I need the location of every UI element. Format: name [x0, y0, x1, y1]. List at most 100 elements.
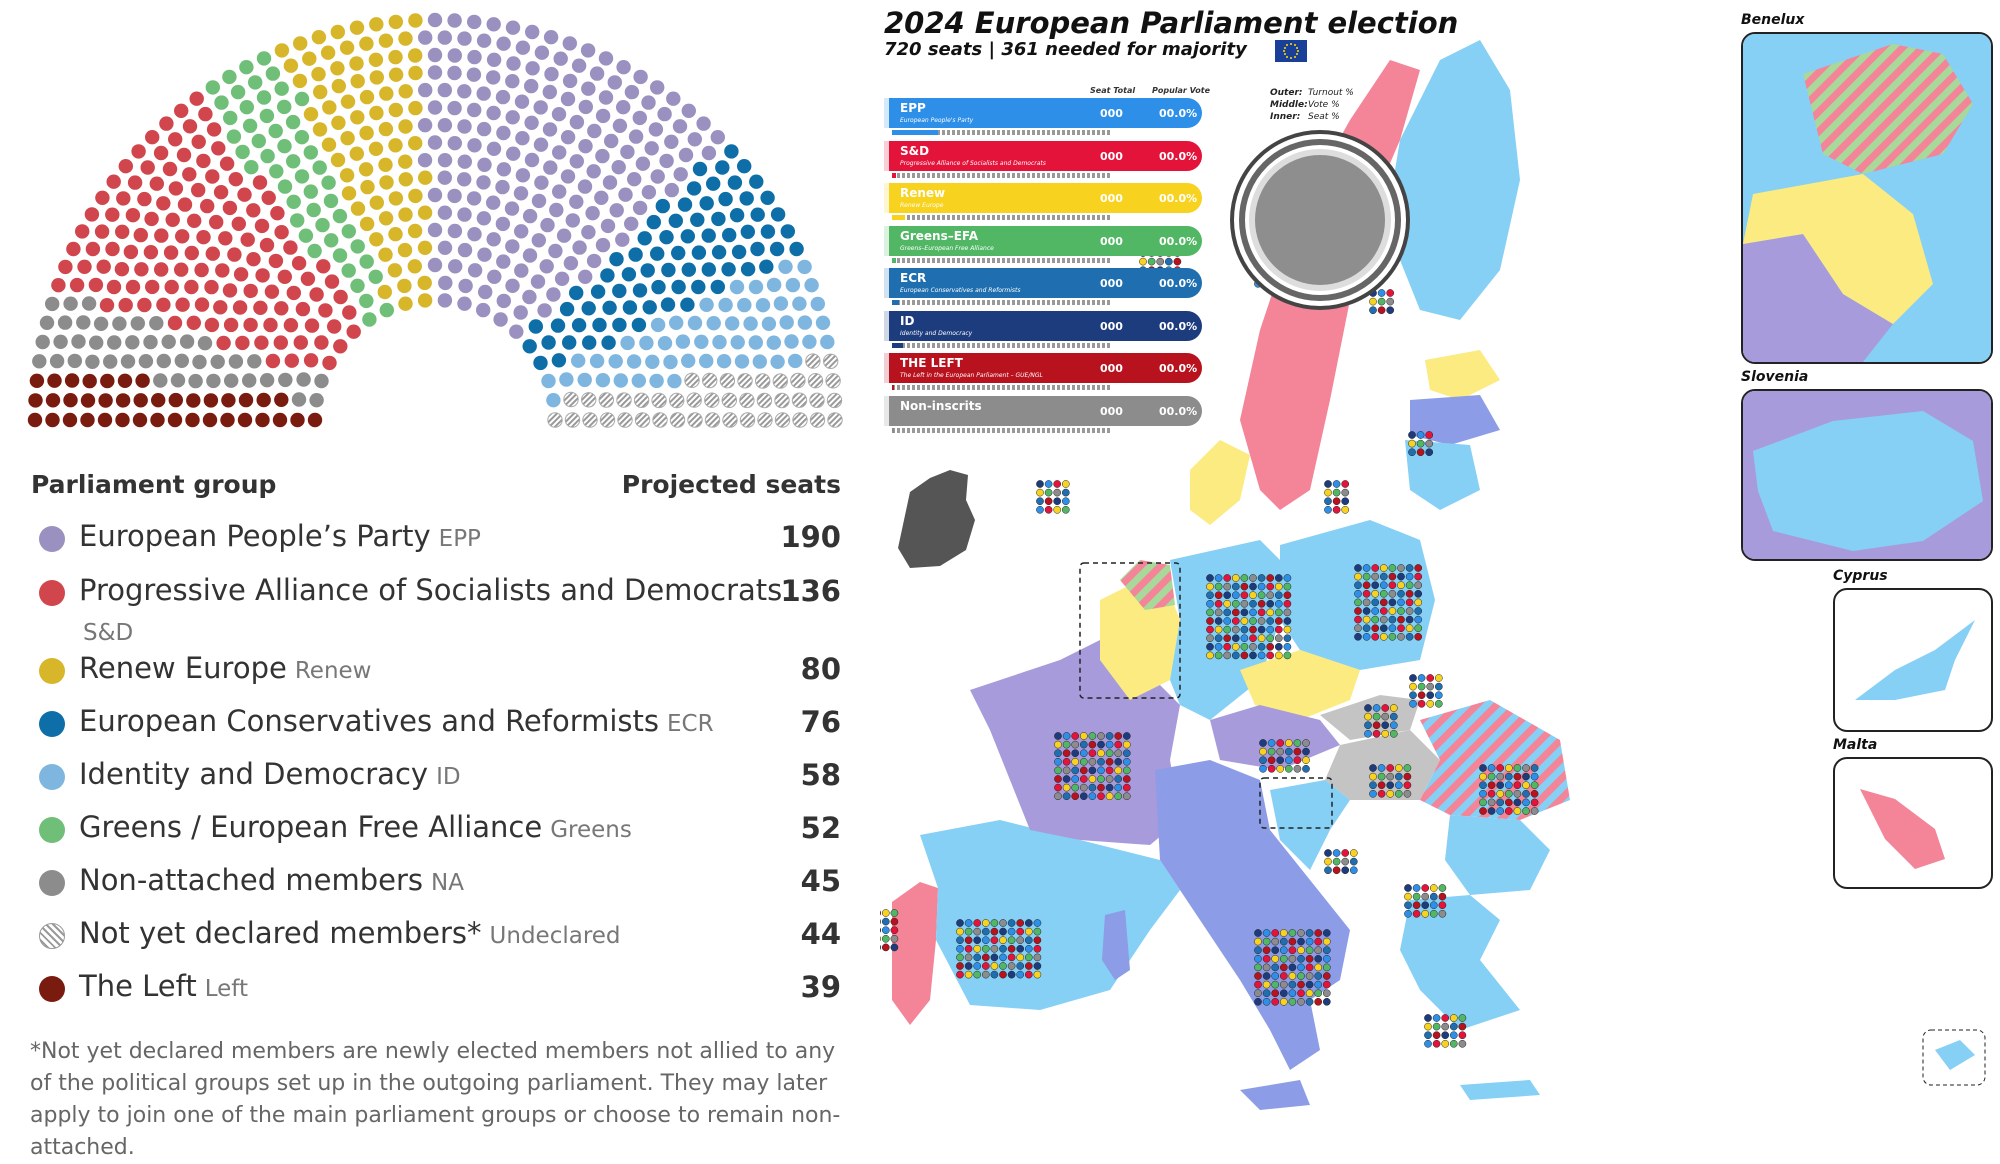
- seat-dot: [628, 129, 644, 144]
- seat-dot: [687, 315, 703, 331]
- cyprus-mini-region: [1935, 1040, 1975, 1070]
- seat-dot: [476, 86, 491, 101]
- map-seat-dot: [1429, 909, 1438, 918]
- map-seat-dot: [1305, 929, 1314, 937]
- seat-dot: [668, 213, 683, 228]
- seat-dot: [699, 297, 714, 312]
- map-seat-dot: [1372, 712, 1381, 721]
- map-seat-dot: [890, 934, 899, 943]
- map-seat-dot: [1257, 634, 1266, 643]
- map-seat-dot: [981, 936, 990, 945]
- map-seat-dot: [1397, 572, 1405, 581]
- seat-dot: [563, 391, 579, 408]
- seat-dot: [295, 301, 311, 317]
- seat-dot: [505, 20, 521, 35]
- map-seat-dot: [1036, 497, 1044, 506]
- map-seat-dot: [1388, 589, 1397, 598]
- map-seat-dot: [1416, 431, 1425, 439]
- map-seat-dot: [1267, 756, 1276, 765]
- map-seat-dot: [1223, 574, 1232, 582]
- seat-dot: [600, 218, 616, 234]
- seat-dot: [595, 237, 611, 253]
- seat-dot: [359, 125, 374, 141]
- map-seat-dot: [1397, 589, 1405, 598]
- map-seat-dot: [1288, 980, 1297, 989]
- map-seat-dot: [1522, 807, 1530, 815]
- map-seat-dot: [1288, 963, 1297, 972]
- seat-dot: [417, 205, 433, 220]
- seat-dot: [417, 153, 433, 168]
- map-seat-dot: [1105, 783, 1114, 792]
- party-progress-fill: [892, 257, 897, 263]
- seat-dot: [769, 241, 785, 257]
- map-seat-dot: [1079, 749, 1088, 758]
- map-seat-dot: [1417, 674, 1426, 682]
- seat-dot: [228, 172, 243, 187]
- seat-dot: [766, 277, 782, 293]
- seat-dot: [222, 283, 238, 298]
- seat-dot: [522, 289, 537, 305]
- map-seat-dot: [1079, 783, 1088, 792]
- map-seat-dot: [1417, 699, 1426, 708]
- map-seat-dot: [1371, 615, 1380, 624]
- seat-dot: [184, 279, 199, 295]
- seat-dot: [739, 412, 756, 428]
- map-seat-dot: [1438, 892, 1447, 901]
- seat-dot: [616, 100, 631, 115]
- map-seat-dot: [1283, 582, 1292, 591]
- map-seat-dot: [1214, 651, 1223, 660]
- map-seat-dot: [1297, 980, 1305, 989]
- seat-dot: [642, 300, 657, 315]
- map-seat-dot: [1412, 901, 1421, 910]
- map-seat-dot: [1016, 944, 1025, 953]
- map-seat-dot: [1293, 756, 1302, 765]
- seat-dot: [466, 67, 482, 82]
- seat-dot: [161, 334, 176, 349]
- map-seat-dot: [1088, 757, 1097, 766]
- seat-dot: [565, 213, 580, 228]
- map-seat-dot: [1036, 488, 1044, 497]
- seat-dot: [252, 175, 268, 190]
- map-seat-dot: [981, 944, 990, 953]
- seat-dot: [476, 121, 492, 137]
- seat-dot: [628, 247, 643, 262]
- seat-dot: [680, 229, 695, 244]
- seat-dot: [569, 194, 584, 209]
- seat-dot: [350, 239, 365, 254]
- map-seat-dot: [999, 970, 1007, 979]
- map-seat-dot: [1322, 980, 1331, 989]
- seat-dot: [378, 121, 394, 137]
- seat-dot: [185, 412, 200, 428]
- map-seat-dot: [1496, 789, 1505, 798]
- map-seat-dot: [1305, 937, 1314, 946]
- seat-dot: [203, 393, 219, 408]
- seat-dot: [755, 298, 771, 313]
- map-seat-dot: [880, 918, 882, 925]
- party-progress-track: [892, 172, 1110, 178]
- map-seat-dot: [880, 927, 882, 933]
- seat-dot: [209, 214, 224, 230]
- map-seat-dot: [1284, 764, 1293, 773]
- map-seat-dot: [1240, 574, 1249, 582]
- seat-dot: [684, 372, 700, 388]
- seat-dot: [447, 48, 462, 63]
- seat-dot: [350, 74, 365, 89]
- map-seat-dot: [956, 927, 964, 936]
- seat-dot: [620, 144, 635, 160]
- map-seat-dot: [1372, 729, 1381, 738]
- seat-dot: [224, 373, 239, 388]
- seat-dot: [598, 392, 614, 408]
- seat-dot: [230, 84, 246, 100]
- map-seat-dot: [1223, 651, 1232, 660]
- seat-dot: [112, 316, 127, 331]
- seat-dot: [694, 334, 709, 349]
- seat-dot: [53, 334, 68, 349]
- seat-dot: [496, 36, 511, 51]
- map-seat-dot: [1288, 989, 1297, 998]
- seat-dot: [137, 297, 152, 313]
- map-seat-dot: [1054, 766, 1062, 775]
- seat-dot: [388, 138, 403, 153]
- map-seat-dot: [1434, 699, 1443, 708]
- map-seat-dot: [1054, 775, 1062, 783]
- party-bar-desc: Progressive Alliance of Socialists and D…: [900, 159, 1046, 167]
